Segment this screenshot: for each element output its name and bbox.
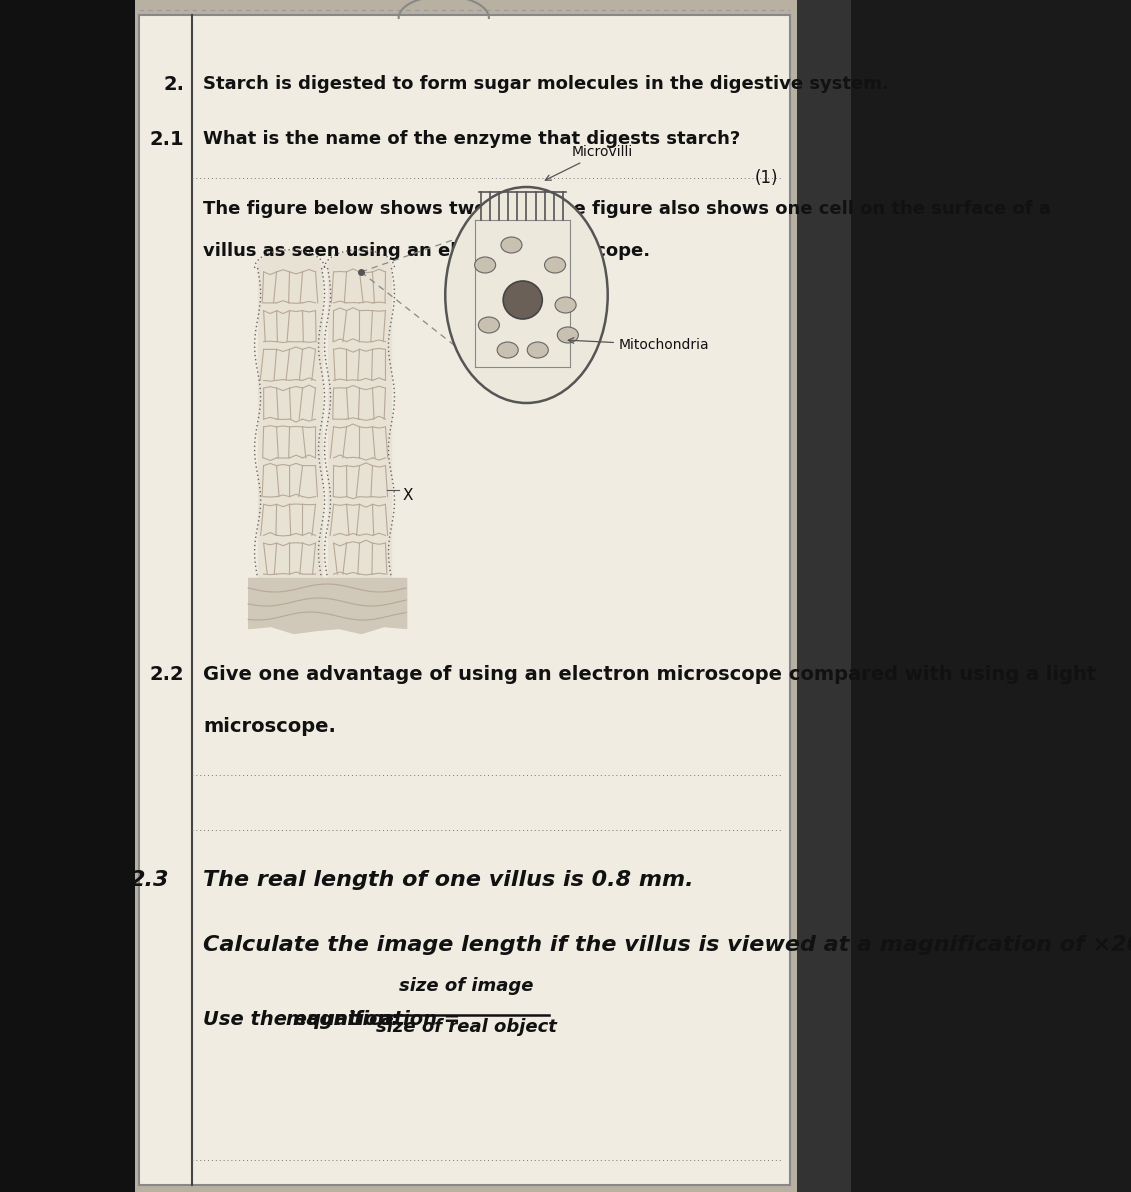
Text: The figure below shows two villi.  The figure also shows one cell on the surface: The figure below shows two villi. The fi…: [204, 200, 1051, 218]
Text: size of real object: size of real object: [375, 1018, 556, 1036]
Text: size of image: size of image: [399, 977, 534, 995]
Text: microscope.: microscope.: [204, 718, 336, 735]
Text: Microvilli: Microvilli: [545, 145, 633, 180]
Text: What is the name of the enzyme that digests starch?: What is the name of the enzyme that dige…: [204, 130, 741, 148]
Circle shape: [446, 187, 607, 403]
Text: Mitochondria: Mitochondria: [568, 337, 709, 352]
Text: The real length of one villus is 0.8 mm.: The real length of one villus is 0.8 mm.: [204, 870, 693, 890]
Ellipse shape: [555, 297, 576, 313]
Text: Starch is digested to form sugar molecules in the digestive system.: Starch is digested to form sugar molecul…: [204, 75, 889, 93]
Ellipse shape: [503, 281, 542, 319]
Polygon shape: [258, 252, 321, 268]
Ellipse shape: [558, 327, 578, 343]
Text: Use the equation:: Use the equation:: [204, 1010, 399, 1029]
Text: 2.3: 2.3: [130, 870, 170, 890]
Ellipse shape: [475, 257, 495, 273]
Text: villus as seen using an electron microscope.: villus as seen using an electron microsc…: [204, 242, 650, 260]
Polygon shape: [328, 268, 391, 578]
Ellipse shape: [527, 342, 549, 358]
Polygon shape: [258, 268, 321, 578]
Text: magnification =: magnification =: [286, 1010, 460, 1029]
FancyBboxPatch shape: [139, 15, 789, 1185]
Text: 2.1: 2.1: [149, 130, 184, 149]
Text: 2.: 2.: [163, 75, 184, 94]
Polygon shape: [328, 252, 391, 268]
Text: Calculate the image length if the villus is viewed at a magnification of ×20.: Calculate the image length if the villus…: [204, 935, 1131, 955]
Text: Give one advantage of using an electron microscope compared with using a light: Give one advantage of using an electron …: [204, 665, 1096, 684]
Ellipse shape: [544, 257, 566, 273]
Ellipse shape: [478, 317, 500, 333]
Polygon shape: [797, 0, 851, 1192]
Polygon shape: [0, 0, 136, 1192]
Ellipse shape: [501, 237, 523, 253]
Text: 2.2: 2.2: [149, 665, 184, 684]
Text: (1): (1): [756, 169, 778, 187]
Polygon shape: [136, 0, 851, 1192]
Ellipse shape: [498, 342, 518, 358]
Text: X: X: [403, 488, 413, 503]
